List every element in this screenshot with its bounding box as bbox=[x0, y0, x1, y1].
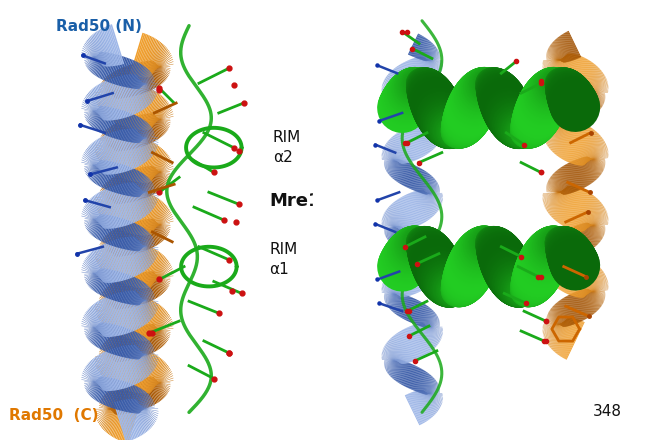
Text: Mre11: Mre11 bbox=[269, 192, 334, 210]
Text: RIM: RIM bbox=[273, 130, 301, 145]
Text: Rad50  (C): Rad50 (C) bbox=[9, 408, 99, 423]
Text: α1: α1 bbox=[269, 262, 289, 277]
Text: RIM: RIM bbox=[269, 242, 298, 257]
Text: Rad50 (N): Rad50 (N) bbox=[56, 19, 142, 34]
Text: α2: α2 bbox=[273, 150, 293, 165]
Bar bbox=[313, 2, 345, 440]
Text: 348: 348 bbox=[593, 404, 622, 419]
